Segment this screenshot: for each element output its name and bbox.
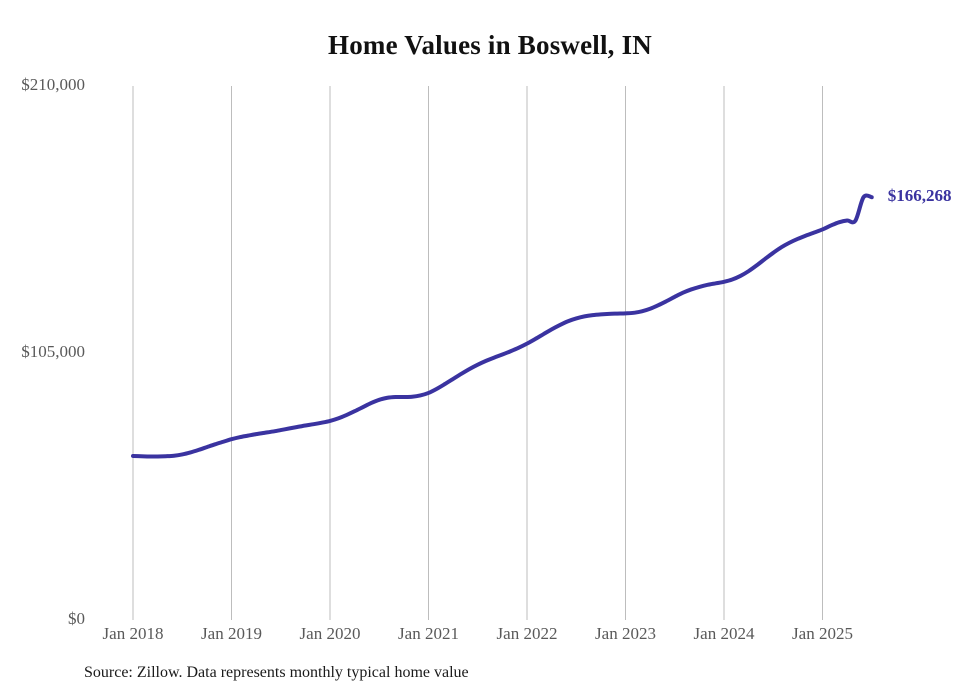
x-tick-label: Jan 2025 <box>792 624 853 643</box>
x-gridlines <box>132 86 823 620</box>
x-tick-label: Jan 2024 <box>693 624 755 643</box>
x-tick-label: Jan 2021 <box>398 624 459 643</box>
y-tick-label: $105,000 <box>21 342 85 361</box>
y-tick-label: $0 <box>68 609 85 628</box>
x-tick-label: Jan 2019 <box>201 624 262 643</box>
home-value-series-line <box>131 193 874 459</box>
x-tick-label: Jan 2022 <box>496 624 558 643</box>
x-tick-label: Jan 2020 <box>299 624 361 643</box>
x-tick-label: Jan 2018 <box>102 624 164 643</box>
endpoint-value-label: $166,268 <box>887 186 952 206</box>
source-note: Source: Zillow. Data represents monthly … <box>84 664 469 681</box>
y-tick-label: $210,000 <box>21 75 85 94</box>
x-tick-label: Jan 2023 <box>595 624 656 643</box>
chart-title: Home Values in Boswell, IN <box>328 30 652 60</box>
